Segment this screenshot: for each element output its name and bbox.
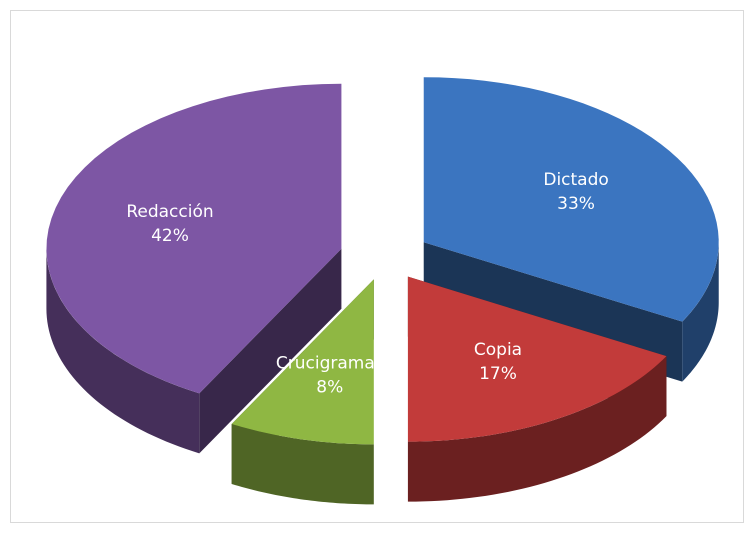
slice-label: Copia [474,340,522,360]
slice-top [46,83,342,394]
slice-top [423,77,719,322]
slice-value-label: 17% [479,364,517,384]
slice-top [407,276,667,442]
slice-value-label: 33% [557,194,595,214]
slice: Redacción 42% [46,83,342,454]
slice-side [199,248,342,454]
slice: Crucigramas 8% [231,279,384,505]
slice-wall [231,423,374,505]
slice-label: Crucigramas [276,353,384,373]
slice-wall [682,242,719,382]
slice-wall [407,356,667,502]
slice-wall [46,248,200,454]
slice-label: Redacción [126,202,213,222]
slice-value-label: 42% [151,226,189,246]
slice-top [231,279,374,445]
slice-label: Dictado [543,170,608,190]
slice-value-label: 8% [316,377,343,397]
slice: Copia 17% [407,276,667,502]
